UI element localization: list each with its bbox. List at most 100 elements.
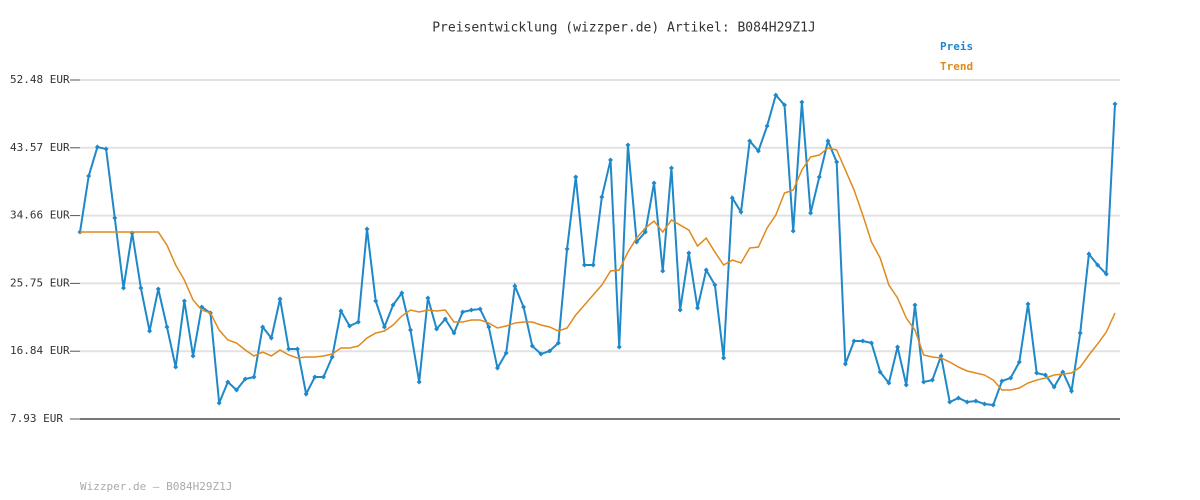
point-marker xyxy=(842,361,848,367)
point-marker xyxy=(738,209,744,215)
y-tick-label: 7.93 EUR xyxy=(10,412,63,425)
point-marker xyxy=(312,374,318,380)
point-marker xyxy=(303,391,309,397)
point-marker xyxy=(1034,370,1040,376)
chart-title: Preisentwicklung (wizzper.de) Artikel: B… xyxy=(432,21,816,36)
point-marker xyxy=(147,328,153,334)
point-marker xyxy=(825,138,831,144)
point-marker xyxy=(521,304,527,310)
series-line xyxy=(79,93,1116,407)
point-marker xyxy=(947,399,953,405)
footer: Wizzper.de – B084H29Z1J xyxy=(80,480,232,493)
point-marker xyxy=(164,324,170,330)
point-marker xyxy=(547,348,553,354)
point-marker xyxy=(625,142,631,148)
point-marker xyxy=(338,308,344,314)
point-marker xyxy=(538,351,544,357)
point-marker xyxy=(477,306,483,312)
point-marker xyxy=(1112,101,1118,107)
point-marker xyxy=(999,378,1005,384)
point-marker xyxy=(686,250,692,256)
point-marker xyxy=(451,330,457,336)
point-marker xyxy=(1095,262,1101,268)
point-marker xyxy=(416,379,422,385)
point-marker xyxy=(242,376,248,382)
point-marker xyxy=(321,374,327,380)
point-marker xyxy=(529,343,535,349)
point-marker xyxy=(1103,271,1109,277)
point-marker xyxy=(94,144,100,150)
point-marker xyxy=(103,146,109,152)
y-tick-label: 16.84 EUR xyxy=(10,344,70,357)
point-marker xyxy=(486,324,492,330)
point-marker xyxy=(381,324,387,330)
point-marker xyxy=(434,326,440,332)
point-marker xyxy=(1016,359,1022,365)
point-marker xyxy=(973,398,979,404)
point-marker xyxy=(408,327,414,333)
point-marker xyxy=(1042,372,1048,378)
point-marker xyxy=(895,344,901,350)
point-marker xyxy=(590,262,596,268)
point-marker xyxy=(990,402,996,408)
point-marker xyxy=(668,165,674,171)
point-marker xyxy=(120,285,126,291)
point-marker xyxy=(964,399,970,405)
point-marker xyxy=(355,319,361,325)
point-marker xyxy=(468,307,474,313)
point-marker xyxy=(816,174,822,180)
point-marker xyxy=(155,286,161,292)
point-marker xyxy=(277,296,283,302)
point-marker xyxy=(608,157,614,163)
point-marker xyxy=(1008,375,1014,381)
point-marker xyxy=(564,246,570,252)
legend-entry: Trend xyxy=(940,60,973,73)
point-marker xyxy=(260,324,266,330)
point-marker xyxy=(660,268,666,274)
point-marker xyxy=(877,369,883,375)
point-marker xyxy=(138,285,144,291)
point-marker xyxy=(695,305,701,311)
point-marker xyxy=(425,295,431,301)
point-marker xyxy=(112,215,118,221)
point-marker xyxy=(390,302,396,308)
point-marker xyxy=(729,195,735,201)
point-marker xyxy=(955,395,961,401)
point-marker xyxy=(712,282,718,288)
point-marker xyxy=(347,323,353,329)
point-marker xyxy=(460,309,466,315)
point-marker xyxy=(268,335,274,341)
point-marker xyxy=(581,262,587,268)
point-marker xyxy=(1086,251,1092,257)
point-marker xyxy=(677,307,683,313)
point-marker xyxy=(399,290,405,296)
point-marker xyxy=(912,302,918,308)
point-marker xyxy=(868,340,874,346)
point-marker xyxy=(286,346,292,352)
point-marker xyxy=(799,99,805,105)
point-marker xyxy=(251,374,257,380)
point-marker xyxy=(1069,388,1075,394)
point-marker xyxy=(773,92,779,98)
point-marker xyxy=(982,401,988,407)
point-marker xyxy=(216,400,222,406)
point-marker xyxy=(364,226,370,232)
point-marker xyxy=(181,298,187,304)
point-marker xyxy=(294,346,300,352)
point-marker xyxy=(494,365,500,371)
point-marker xyxy=(929,377,935,383)
point-marker xyxy=(808,210,814,216)
point-marker xyxy=(616,344,622,350)
point-marker xyxy=(373,298,379,304)
point-marker xyxy=(512,283,518,289)
y-tick-label: 43.57 EUR xyxy=(10,141,70,154)
point-marker xyxy=(1051,384,1057,390)
point-marker xyxy=(903,382,909,388)
point-marker xyxy=(886,380,892,386)
legend-entry: Preis xyxy=(940,40,973,53)
point-marker xyxy=(834,159,840,165)
point-marker xyxy=(573,174,579,180)
series-line xyxy=(80,147,1116,391)
point-marker xyxy=(851,338,857,344)
